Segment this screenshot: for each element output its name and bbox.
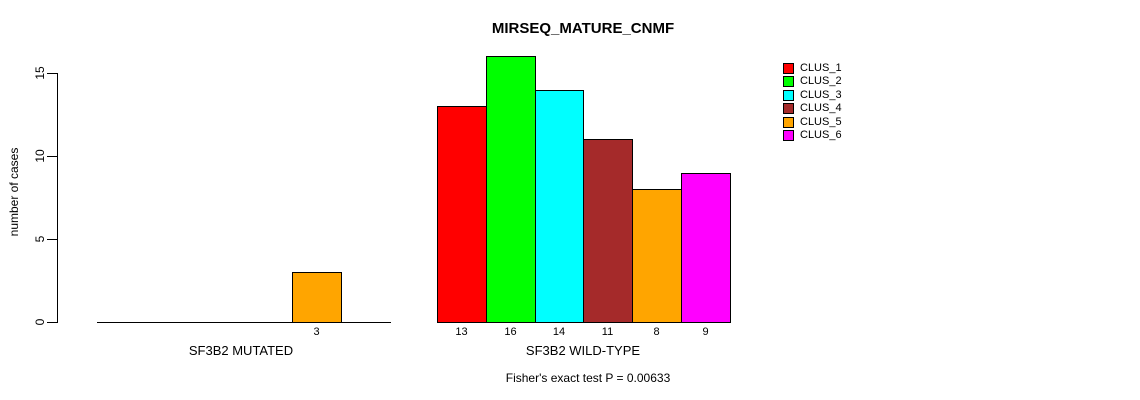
y-tick-label: 0	[33, 318, 47, 326]
legend-swatch	[783, 90, 794, 101]
zero-bar-clus-6-group1	[341, 322, 391, 323]
bar-value-label: 11	[601, 326, 614, 338]
bar-value-label: 9	[702, 326, 709, 338]
legend-label: CLUS_3	[800, 89, 842, 101]
legend-item-clus-4: CLUS_4	[783, 102, 842, 115]
y-tick	[47, 322, 57, 323]
legend-item-clus-3: CLUS_3	[783, 89, 842, 102]
zero-bar-clus-2-group1	[146, 322, 196, 323]
zero-bar-clus-4-group1	[243, 322, 293, 323]
bar-clus-1-group2	[437, 106, 487, 323]
bar-clus-3-group2	[535, 90, 584, 323]
group-label-wildtype: SF3B2 WILD-TYPE	[525, 343, 641, 358]
y-tick-label: 5	[33, 235, 47, 243]
legend-item-clus-6: CLUS_6	[783, 129, 842, 142]
bar-clus-2-group2	[486, 56, 536, 323]
legend-swatch	[783, 130, 794, 141]
bar-value-label: 3	[313, 326, 320, 338]
chart-title: MIRSEQ_MATURE_CNMF	[491, 20, 675, 37]
legend-label: CLUS_6	[800, 129, 842, 141]
y-tick	[47, 239, 57, 240]
bar-value-label: 14	[552, 326, 566, 338]
legend-item-clus-2: CLUS_2	[783, 75, 842, 88]
bar-value-label: 16	[504, 326, 517, 338]
legend-swatch	[783, 117, 794, 128]
legend-item-clus-1: CLUS_1	[783, 62, 842, 75]
legend-label: CLUS_2	[800, 75, 842, 87]
y-tick	[47, 156, 57, 157]
legend-swatch	[783, 103, 794, 114]
group-label-mutated: SF3B2 MUTATED	[188, 343, 294, 358]
zero-bar-clus-3-group1	[195, 322, 244, 323]
legend-swatch	[783, 63, 794, 74]
bar-clus-5-group2	[632, 189, 682, 323]
bar-value-label: 8	[653, 326, 660, 338]
bar-clus-6-group2	[681, 173, 731, 323]
legend-label: CLUS_1	[800, 62, 842, 74]
y-tick-label: 15	[33, 66, 47, 80]
y-axis-line	[57, 73, 58, 323]
legend-label: CLUS_5	[800, 116, 842, 128]
legend-swatch	[783, 76, 794, 87]
legend-item-clus-5: CLUS_5	[783, 116, 842, 129]
bar-value-label: 13	[455, 326, 468, 338]
legend-label: CLUS_4	[800, 102, 842, 114]
y-axis-label: number of cases	[7, 147, 21, 237]
bar-clus-5-group1	[292, 272, 342, 323]
fisher-test-annotation: Fisher's exact test P = 0.00633	[505, 371, 671, 385]
y-tick	[47, 73, 57, 74]
bar-clus-4-group2	[583, 139, 633, 323]
y-tick-label: 10	[33, 149, 47, 163]
zero-bar-clus-1-group1	[97, 322, 147, 323]
